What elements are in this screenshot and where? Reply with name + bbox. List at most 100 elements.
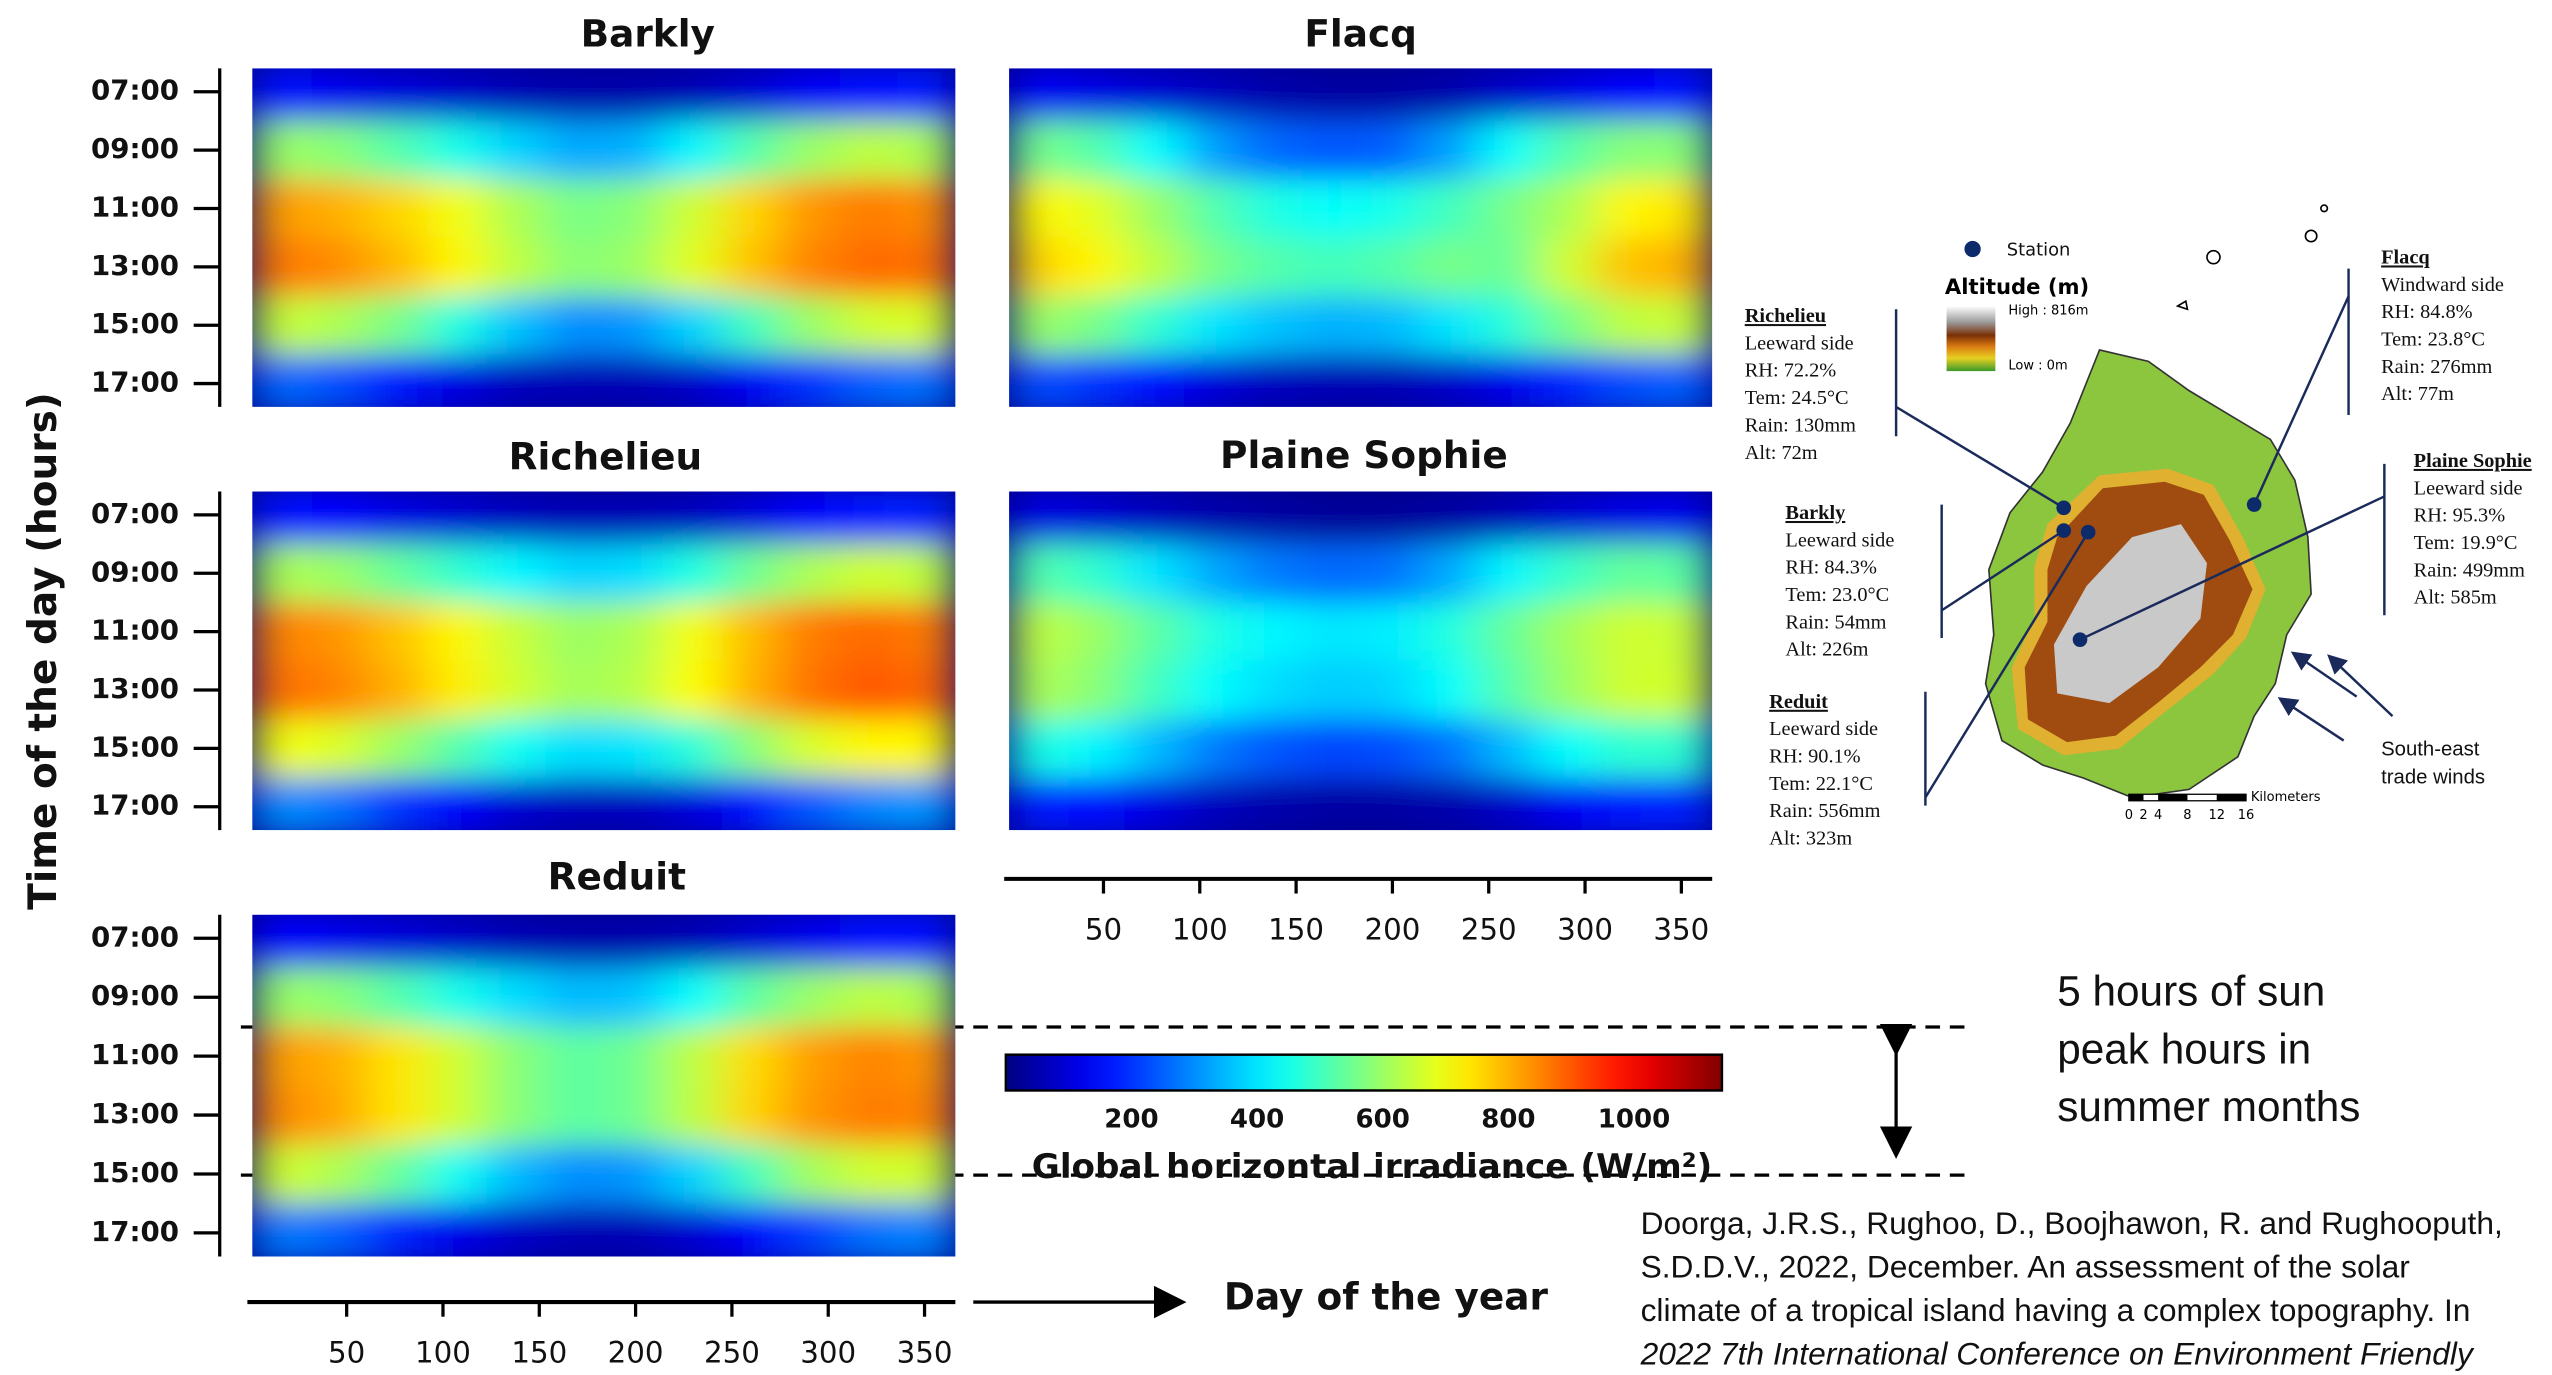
heatmap-cell: [1596, 660, 1656, 720]
heatmap-cell: [1301, 544, 1361, 604]
wind-label: South-east: [2381, 739, 2480, 761]
heatmap-cell: [839, 967, 899, 1028]
heatmap-cell: [252, 660, 313, 720]
heatmap-cell: [1479, 777, 1538, 831]
y-axis-label: Time of the day (hours): [21, 392, 66, 910]
heatmap-cell: [1009, 719, 1070, 779]
heatmap-cell: [897, 237, 956, 297]
station-name: Barkly: [1785, 502, 1845, 524]
colorbar-tick-label: 800: [1481, 1104, 1535, 1134]
station-name: Plaine Sophie: [2414, 450, 2532, 472]
heatmap-cell: [602, 179, 664, 239]
panel: Reduit 07:00 09:00 11:00 13:00 15:00 17:00 50 10…: [91, 854, 956, 1370]
heatmap-cell: [602, 914, 664, 969]
heatmap-cell: [367, 967, 429, 1028]
scale-bar: [2216, 794, 2247, 801]
heatmap-cell: [1301, 491, 1361, 545]
heatmap-cell: [252, 719, 313, 779]
heatmap-cell: [1596, 296, 1656, 356]
heatmap-cell: [1654, 354, 1713, 407]
colorbar-tick-label: 400: [1230, 1104, 1284, 1134]
annotation-line: 5 hours of sun: [2057, 968, 2325, 1015]
heatmap-cell: [780, 1203, 841, 1257]
heatmap-cell: [1184, 296, 1243, 356]
heatmap-cell: [1419, 660, 1480, 720]
heatmap-cell: [897, 1085, 956, 1146]
heatmap-cell: [662, 1203, 724, 1257]
y-tick-label: 07:00: [91, 497, 179, 530]
heatmap-cell: [427, 354, 487, 407]
heatmap-cell: [1536, 719, 1598, 779]
heatmap-cell: [839, 68, 899, 122]
station-info: Leeward side: [1785, 529, 1894, 551]
heatmap-cell: [897, 179, 956, 239]
heatmap-cell: [485, 1203, 546, 1257]
heatmap-cell: [1301, 68, 1361, 122]
panel-title: Barkly: [581, 11, 715, 55]
heatmap-cell: [1124, 544, 1186, 604]
heatmap-cell: [485, 1085, 546, 1146]
x-tick-label: 350: [897, 1336, 953, 1370]
x-tick-label: 150: [1268, 912, 1324, 946]
heatmap-cell: [311, 120, 369, 181]
heatmap-cell: [252, 1144, 313, 1205]
x-tick-label: 50: [328, 1336, 365, 1370]
y-tick-label: 09:00: [91, 555, 179, 588]
heatmap-cell: [897, 967, 956, 1028]
heatmap-cell: [1536, 179, 1598, 239]
heatmap-cell: [839, 296, 899, 356]
heatmap-cell: [1479, 544, 1538, 604]
islet: [2304, 229, 2318, 243]
heatmap-cell: [897, 491, 956, 545]
heatmap: [252, 491, 956, 831]
heatmap-cell: [897, 1026, 956, 1087]
heatmap-cell: [367, 914, 429, 969]
station-info: Tem: 24.5°C: [1745, 387, 1849, 409]
heatmap-cell: [1419, 544, 1480, 604]
scale-label: 2: [2139, 808, 2147, 823]
heatmap-cell: [1068, 120, 1126, 181]
heatmap-cell: [252, 1026, 313, 1087]
heatmap-cell: [545, 719, 604, 779]
panel-title: Plaine Sophie: [1220, 433, 1508, 477]
heatmap-cell: [485, 660, 546, 720]
colorbar: 200 400 600 800 1000 Global horizontal irradi…: [1004, 1053, 1724, 1187]
heatmap-cell: [252, 120, 313, 181]
y-tick-label: 09:00: [91, 979, 179, 1012]
cells: [252, 914, 956, 1257]
heatmap-cell: [1242, 602, 1303, 662]
heatmap-cell: [252, 1203, 313, 1257]
heatmap-cell: [311, 179, 369, 239]
heatmap-cell: [897, 602, 956, 662]
annotation: 5 hours of sun peak hours in summer months: [2057, 968, 2360, 1131]
colorbar-tick-label: 200: [1104, 1104, 1158, 1134]
heatmap-cell: [545, 660, 604, 720]
heatmap-cell: [662, 660, 724, 720]
heatmap-cell: [485, 354, 546, 407]
wind-arrow: [2327, 654, 2394, 718]
heatmap-cell: [367, 354, 429, 407]
heatmap-cell: [1536, 544, 1598, 604]
legend-low: Low : 0m: [2008, 359, 2067, 374]
heatmap-cell: [1242, 491, 1303, 545]
heatmap-cell: [311, 1144, 369, 1205]
heatmap-cell: [780, 544, 841, 604]
y-tick-label: 17:00: [91, 789, 179, 822]
heatmap-cell: [252, 296, 313, 356]
station-info: Rain: 54mm: [1785, 611, 1886, 633]
heatmap-cell: [1654, 660, 1713, 720]
heatmap-cell: [1184, 354, 1243, 407]
heatmap-cell: [602, 777, 664, 831]
heatmap-cell: [427, 602, 487, 662]
heatmap-cell: [311, 1203, 369, 1257]
y-tick-label: 09:00: [91, 132, 179, 165]
heatmap-cell: [1124, 354, 1186, 407]
colorbar-tick-label: 1000: [1598, 1104, 1670, 1134]
panel-title: Richelieu: [509, 434, 703, 478]
panel-title: Flacq: [1304, 11, 1417, 55]
heatmap-cell: [545, 179, 604, 239]
heatmap-cell: [1654, 68, 1713, 122]
heatmap-cell: [602, 354, 664, 407]
heatmap-cell: [1242, 777, 1303, 831]
